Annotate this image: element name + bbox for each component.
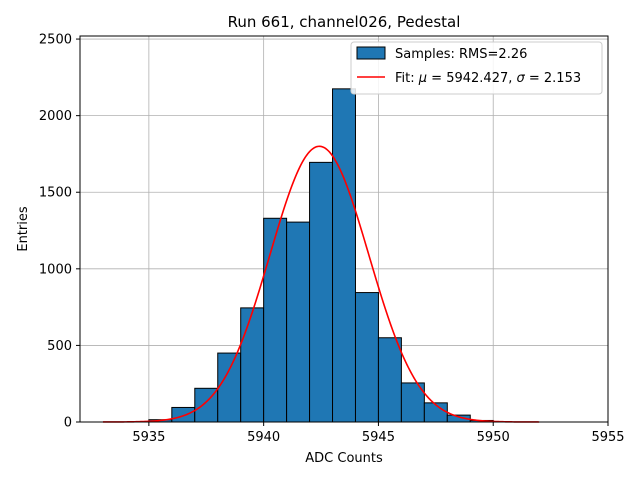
y-axis-label: Entries: [16, 206, 31, 252]
legend-box: [350, 41, 603, 95]
legend-fit-mu-text: = 5942.427,: [427, 71, 516, 86]
histogram-bar: [263, 217, 288, 423]
y-tick-label: 1500: [39, 186, 72, 201]
legend-histogram-label: Samples: RMS=2.26: [395, 47, 527, 62]
y-tick-label: 500: [47, 339, 72, 354]
histogram-bar: [286, 221, 311, 423]
histogram-bar: [332, 88, 356, 423]
histogram-bar: [240, 307, 265, 423]
histogram-bar: [217, 352, 242, 423]
legend-fit-mu-symbol: μ: [418, 71, 427, 86]
fit-curve: [102, 145, 540, 423]
histogram-bar: [377, 337, 402, 423]
plot-frame: [79, 35, 609, 423]
histogram-bars: [148, 88, 494, 423]
x-axis-ticks: 5935 5940 5945 5950 5955: [132, 422, 625, 445]
x-tick-label: 5935: [132, 430, 165, 445]
legend: Samples: RMS=2.26 Fit: μ = 5942.427, σ =…: [350, 41, 603, 95]
y-tick-label: 0: [64, 416, 72, 431]
x-tick-label: 5950: [477, 430, 510, 445]
histogram-bar: [171, 406, 196, 423]
y-tick-label: 2500: [39, 33, 72, 48]
x-tick-label: 5955: [591, 430, 624, 445]
histogram-bar: [354, 292, 379, 423]
y-tick-label: 1000: [39, 262, 72, 277]
legend-fit-sigma-symbol: σ: [517, 71, 526, 86]
x-tick-label: 5945: [362, 430, 395, 445]
y-axis-ticks: 0 500 1000 1500 2000 2500: [39, 33, 80, 431]
y-tick-label: 2000: [39, 109, 72, 124]
chart-title: Run 661, channel026, Pedestal: [228, 13, 461, 31]
x-axis-label: ADC Counts: [305, 451, 383, 466]
legend-fit-sigma-text: = 2.153: [525, 71, 581, 86]
legend-histogram-swatch: [356, 46, 386, 60]
legend-fit-label: Fit: μ = 5942.427, σ = 2.153: [395, 71, 581, 86]
x-tick-label: 5940: [247, 430, 280, 445]
legend-fit-prefix: Fit:: [395, 71, 419, 86]
histogram-bar: [309, 161, 334, 423]
